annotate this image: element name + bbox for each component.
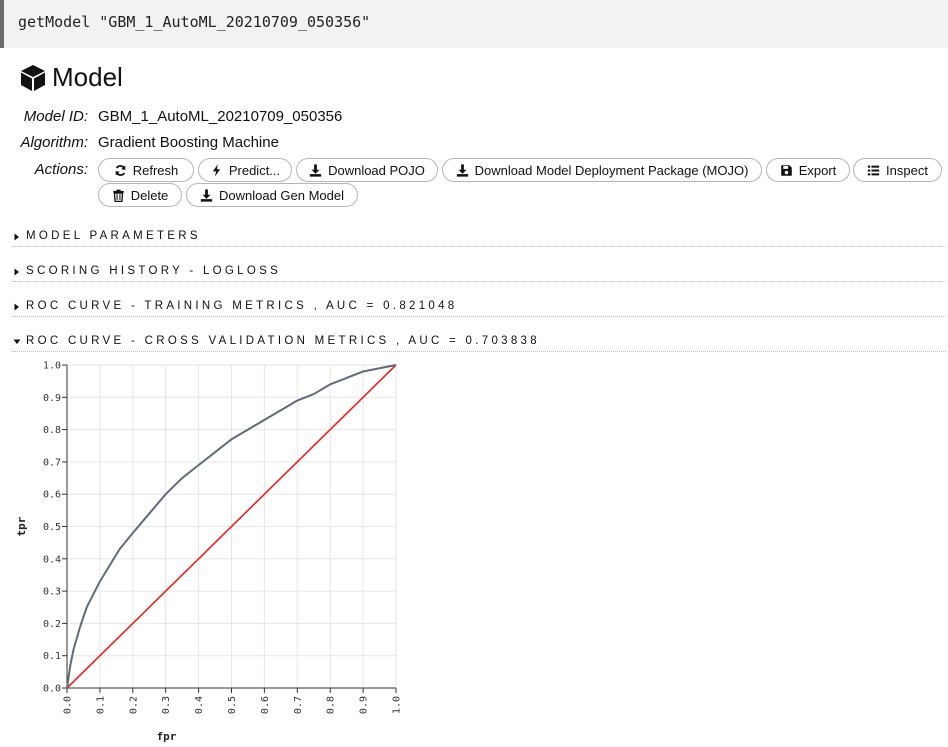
model-id-label: Model ID:: [23, 108, 88, 125]
caret-down-icon: [13, 339, 21, 344]
section-model-parameters[interactable]: MODEL PARAMETERS: [12, 230, 946, 247]
x-tick-label: 0.6: [260, 696, 271, 714]
y-tick-label: 0.6: [43, 490, 61, 501]
section-roc-training[interactable]: ROC CURVE - TRAINING METRICS , AUC = 0.8…: [12, 300, 946, 317]
caret-right-icon: [14, 233, 19, 241]
algorithm-label: Algorithm:: [20, 134, 88, 151]
page-title: Model: [20, 62, 123, 93]
cube-icon: [21, 64, 45, 91]
y-tick-label: 0.4: [43, 554, 61, 565]
download-icon: [456, 163, 468, 177]
export-button[interactable]: Export: [766, 158, 850, 182]
bolt-icon: [212, 163, 220, 177]
roc-chart: 0.0 0.1 0.2 0.3 0.4 0.5 0.6 0.7 0.8 0.9 1.0 0.0 0.1 0…: [15, 361, 403, 744]
inspect-button[interactable]: Inspect: [853, 158, 942, 182]
actions-label: Actions:: [34, 161, 88, 178]
diagonal-line: [66, 364, 397, 689]
y-tick-label: 0.7: [43, 457, 61, 468]
export-button-label: Export: [798, 162, 837, 178]
x-tick-label: 0.4: [194, 696, 205, 714]
caret-right-icon: [14, 268, 19, 276]
x-tick-label: 0.0: [63, 696, 74, 714]
save-icon: [780, 164, 792, 176]
y-axis-title: tpr: [15, 516, 28, 536]
refresh-button[interactable]: Refresh: [98, 158, 194, 182]
section-title: ROC CURVE - TRAINING METRICS , AUC = 0.8…: [26, 300, 458, 312]
y-tick-label: 0.1: [43, 651, 61, 662]
y-tick-label: 1.0: [43, 361, 61, 372]
list-icon: [867, 165, 880, 175]
x-tick-label: 0.1: [95, 696, 106, 714]
y-tick-label: 0.2: [43, 619, 61, 630]
y-tick-label: 0.9: [43, 393, 61, 404]
trash-icon: [112, 189, 124, 202]
y-tick-label: 0.5: [43, 522, 61, 533]
section-title: MODEL PARAMETERS: [26, 230, 201, 242]
section-title: SCORING HISTORY - LOGLOSS: [26, 265, 282, 277]
x-tick-label: 0.8: [326, 696, 337, 714]
caret-right-icon: [14, 303, 19, 311]
y-tick-label: 0.8: [43, 425, 61, 436]
roc-curve-line: [66, 364, 397, 689]
delete-button-label: Delete: [130, 187, 169, 203]
page-title-text: Model: [52, 62, 123, 92]
delete-button[interactable]: Delete: [98, 183, 182, 207]
section-roc-cross-validation[interactable]: ROC CURVE - CROSS VALIDATION METRICS , A…: [12, 335, 946, 352]
x-tick-label: 0.7: [293, 696, 304, 714]
x-tick-label: 0.5: [227, 696, 238, 714]
download-icon: [200, 188, 213, 202]
predict-button[interactable]: Predict...: [198, 158, 292, 182]
download-pojo-label: Download POJO: [328, 162, 425, 178]
x-tick-label: 1.0: [392, 696, 403, 714]
x-tick-label: 0.2: [128, 696, 139, 714]
code-cell[interactable]: getModel "GBM_1_AutoML_20210709_050356": [0, 0, 948, 48]
download-mojo-label: Download Model Deployment Package (MOJO): [474, 162, 749, 178]
section-title: ROC CURVE - CROSS VALIDATION METRICS , A…: [26, 335, 540, 347]
download-icon: [309, 163, 322, 177]
predict-button-label: Predict...: [228, 162, 281, 178]
download-gen-model-label: Download Gen Model: [218, 187, 345, 203]
y-tick-label: 0.3: [43, 587, 61, 598]
algorithm-value: Gradient Boosting Machine: [98, 134, 279, 151]
model-id-value: GBM_1_AutoML_20210709_050356: [98, 108, 343, 125]
x-axis-title: fpr: [157, 730, 177, 743]
section-scoring-history[interactable]: SCORING HISTORY - LOGLOSS: [12, 265, 946, 282]
x-tick-label: 0.3: [161, 696, 172, 714]
code-cell-text: getModel "GBM_1_AutoML_20210709_050356": [18, 13, 371, 31]
x-tick-label: 0.9: [359, 696, 370, 714]
inspect-button-label: Inspect: [886, 162, 928, 178]
y-tick-label: 0.0: [43, 684, 61, 695]
download-gen-model-button[interactable]: Download Gen Model: [186, 183, 358, 207]
download-pojo-button[interactable]: Download POJO: [296, 158, 438, 182]
refresh-icon: [115, 164, 126, 176]
download-mojo-button[interactable]: Download Model Deployment Package (MOJO): [442, 158, 762, 182]
refresh-button-label: Refresh: [132, 162, 179, 178]
